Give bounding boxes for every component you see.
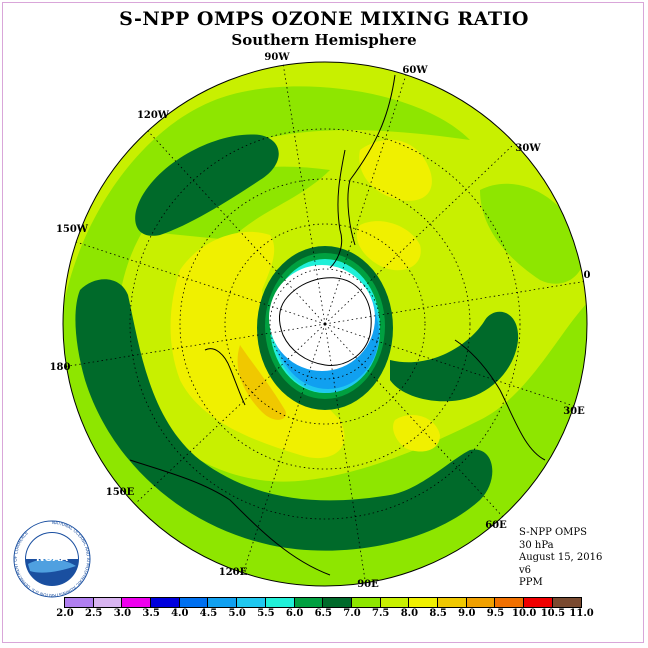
field-6.5-north: [135, 134, 279, 236]
colorbar-swatch: [294, 598, 324, 607]
colorbar-swatch: [495, 598, 524, 607]
polar-vortex: [257, 246, 393, 410]
field-8.0-ne: [356, 221, 421, 271]
info-instrument: S-NPP OMPS: [519, 527, 587, 538]
colorbar-label: 6.5: [314, 608, 332, 619]
colorbar-label: 6.0: [285, 608, 304, 619]
field-8.5: [237, 345, 286, 420]
lon-label-180: 180: [50, 362, 71, 373]
antarctica-outline: [279, 277, 372, 366]
colorbar: [64, 597, 583, 608]
lon-label-150w: 150W: [56, 224, 89, 235]
colorbar-label: 3.5: [142, 608, 160, 619]
colorbar-label: 4.5: [199, 608, 218, 619]
colorbar-label: 7.5: [371, 608, 390, 619]
colorbar-label: 2.0: [56, 608, 74, 619]
colorbar-label: 8.5: [429, 608, 447, 619]
colorbar-label: 7.0: [343, 608, 361, 619]
lon-label-120e: 120E: [219, 567, 248, 578]
new-zealand-coast: [204, 348, 246, 406]
colorbar-swatch: [208, 598, 238, 607]
colorbar-swatch: [409, 598, 438, 607]
colorbar-label: 9.0: [458, 608, 476, 619]
colorbar-swatch: [122, 598, 152, 607]
colorbar-label: 8.0: [400, 608, 419, 619]
coastlines: [129, 74, 546, 576]
colorbar-swatch: [151, 598, 180, 607]
south-america-coast: [329, 149, 346, 269]
colorbar-swatch: [466, 598, 496, 607]
logo-text: NOAA: [36, 553, 68, 564]
colorbar-swatch: [237, 598, 266, 607]
info-date: August 15, 2016: [519, 552, 603, 563]
colorbar-swatch: [265, 598, 295, 607]
lon-label-30w: 30W: [515, 143, 541, 154]
field-7.0-east: [480, 183, 585, 284]
field-6.5-east: [390, 311, 519, 402]
field-8.0-se: [393, 415, 440, 452]
colorbar-label: 3.0: [113, 608, 132, 619]
colorbar-label: 2.5: [84, 608, 103, 619]
lon-label-60e: 60E: [485, 520, 507, 531]
noaa-logo: NOAA NATIONAL OCEANIC AND ATMOSPHERIC AD…: [13, 520, 91, 598]
map-title: S-NPP OMPS OZONE MIXING RATIO: [119, 8, 529, 30]
field-8.0-north: [359, 139, 432, 201]
africa-coast: [454, 339, 546, 461]
australia-coast: [129, 459, 331, 576]
colorbar-label: 10.0: [512, 608, 537, 619]
lon-label-150e: 150E: [106, 487, 135, 498]
lon-label-90w: 90W: [264, 52, 290, 63]
lon-label-90e: 90E: [357, 579, 379, 590]
colorbar-swatch: [323, 598, 352, 607]
colorbar-swatch: [437, 598, 467, 607]
lon-label-0: 0: [584, 270, 591, 281]
field-6.5-south: [75, 279, 493, 551]
colorbar-label: 11.0: [569, 608, 594, 619]
map-boundary: [62, 61, 588, 587]
map-subtitle: Southern Hemisphere: [231, 31, 417, 49]
longitude-labels: 90W 60W 30W 0 30E 60E 90E 120E 150E 180 …: [50, 52, 591, 590]
colorbar-swatch: [93, 598, 123, 607]
colorbar-labels: 2.0 2.5 3.0 3.5 4.0 4.5 5.0 5.5 6.0 6.5 7.0 7.5 8.0 8…: [56, 608, 593, 622]
colorbar-swatch: [179, 598, 209, 607]
info-level: 30 hPa: [519, 539, 554, 551]
lon-label-60w: 60W: [402, 65, 428, 76]
colorbar-label: 4.0: [171, 608, 189, 619]
south-america-coast-2: [347, 74, 396, 246]
lon-label-30e: 30E: [563, 406, 585, 417]
product-info: S-NPP OMPS 30 hPa August 15, 2016 v6 PPM: [519, 527, 602, 590]
colorbar-swatch: [524, 598, 553, 607]
info-units: PPM: [519, 577, 543, 588]
colorbar-swatch: [351, 598, 381, 607]
colorbar-swatch: [552, 598, 582, 607]
colorbar-label: 5.0: [228, 608, 246, 619]
colorbar-swatch: [380, 598, 410, 607]
colorbar-label: 10.5: [540, 608, 566, 619]
graticule: [62, 62, 588, 587]
colorbar-label: 5.5: [257, 608, 275, 619]
south-pole-marker: [323, 322, 327, 326]
colorbar-swatch: [65, 598, 94, 607]
info-version: v6: [519, 564, 532, 576]
lon-label-120w: 120W: [137, 110, 170, 121]
colorbar-label: 9.5: [486, 608, 505, 619]
